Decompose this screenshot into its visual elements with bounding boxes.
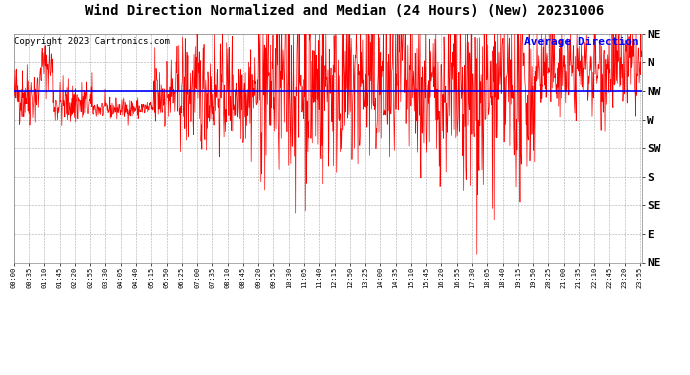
Text: Wind Direction Normalized and Median (24 Hours) (New) 20231006: Wind Direction Normalized and Median (24… xyxy=(86,4,604,18)
Text: Average Direction: Average Direction xyxy=(524,37,638,47)
Text: Copyright 2023 Cartronics.com: Copyright 2023 Cartronics.com xyxy=(14,37,170,46)
